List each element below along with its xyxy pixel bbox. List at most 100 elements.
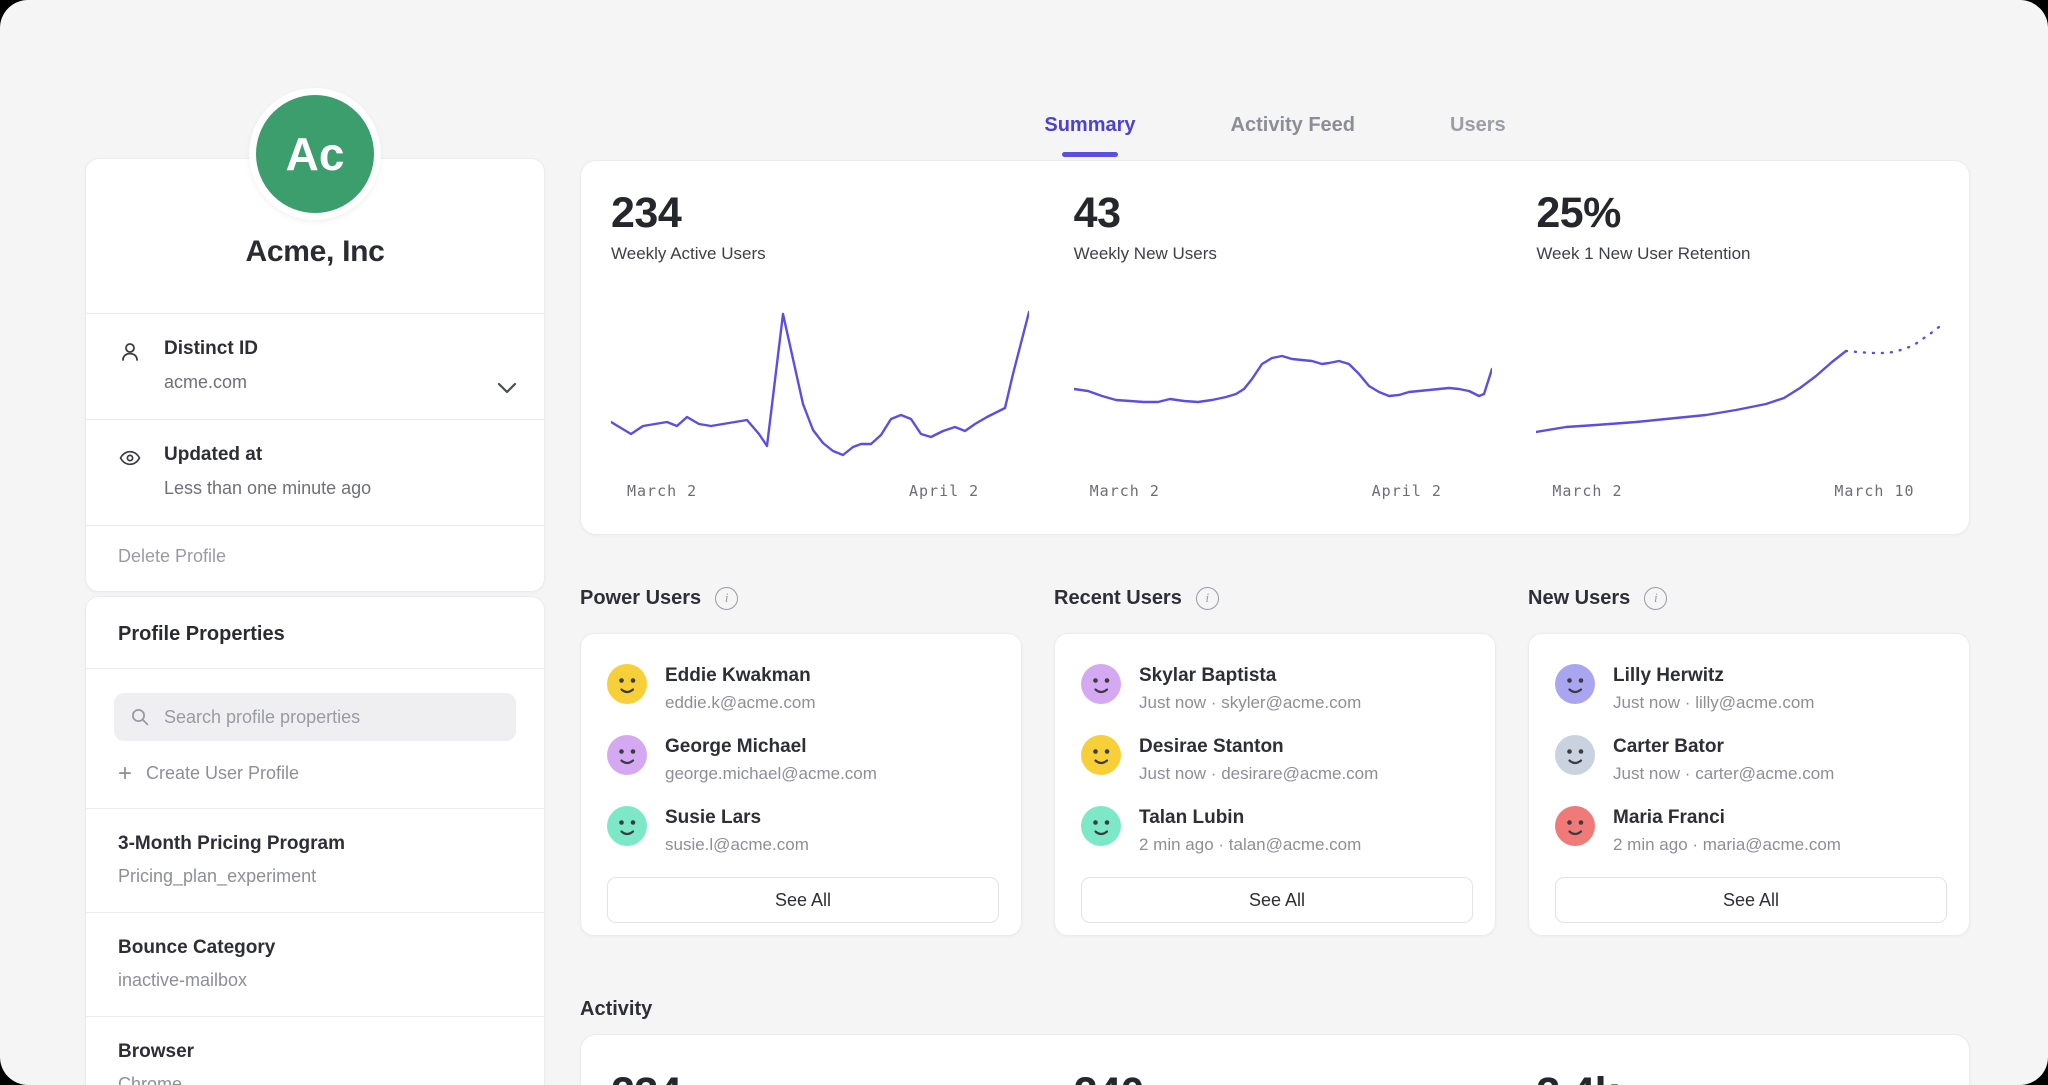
activity-card: 234 240 3.4k: [580, 1034, 1970, 1085]
x-axis-tick: March 10: [1834, 482, 1914, 500]
activity-value: 234: [611, 1071, 1044, 1085]
user-name: Talan Lubin: [1139, 807, 1361, 829]
stat-value: 25%: [1536, 191, 1969, 236]
user-name: Desirae Stanton: [1139, 736, 1378, 758]
sparkline-line: [1536, 351, 1846, 432]
property-name: 3-Month Pricing Program: [118, 833, 512, 855]
stat-value: 43: [1074, 191, 1507, 236]
field-value: acme.com: [164, 372, 258, 393]
see-all-button[interactable]: See All: [1555, 877, 1947, 923]
tab-users[interactable]: Users: [1450, 114, 1506, 151]
user-detail: Just now · carter@acme.com: [1613, 764, 1834, 784]
user-row[interactable]: Eddie Kwakman eddie.k@acme.com: [607, 664, 999, 713]
user-detail: Just now · lilly@acme.com: [1613, 693, 1814, 713]
list-title: Recent Users: [1054, 587, 1182, 610]
field-value: Less than one minute ago: [164, 478, 371, 499]
list-heading: Power Users i: [580, 580, 1022, 616]
user-text: George Michael george.michael@acme.com: [665, 735, 877, 784]
create-user-profile-label: Create User Profile: [146, 763, 299, 784]
field-text: Updated at Less than one minute ago: [164, 444, 371, 499]
x-axis-labels: March 2 April 2: [611, 482, 1029, 502]
x-axis-tick: April 2: [909, 482, 979, 500]
x-axis-labels: March 2 April 2: [1074, 482, 1492, 502]
sparkline-projected-line: [1846, 323, 1944, 353]
property-value: Chrome: [118, 1074, 512, 1085]
see-all-button[interactable]: See All: [1081, 877, 1473, 923]
activity-value: 240: [1074, 1071, 1507, 1085]
stat-label: Weekly Active Users: [611, 244, 1044, 264]
activity-title: Activity: [580, 998, 652, 1021]
profile-properties-card: Profile Properties + Create User Profile…: [85, 596, 545, 1085]
user-row[interactable]: Talan Lubin 2 min ago · talan@acme.com: [1081, 806, 1473, 855]
stat-label: Week 1 New User Retention: [1536, 244, 1969, 264]
sparkline-week1-retention: [1536, 304, 1954, 474]
recent-users-card: Skylar Baptista Just now · skyler@acme.c…: [1054, 633, 1496, 936]
user-detail: 2 min ago · maria@acme.com: [1613, 835, 1841, 855]
activity-stat: 3.4k: [1506, 1071, 1969, 1085]
tab-activity-feed[interactable]: Activity Feed: [1231, 114, 1355, 151]
user-row[interactable]: Susie Lars susie.l@acme.com: [607, 806, 999, 855]
user-avatar: [1555, 806, 1595, 846]
sparkline-line: [611, 312, 1029, 455]
company-profile-card: Acme, Inc Distinct ID acme.com Updated a…: [85, 158, 545, 592]
x-axis-labels: March 2 March 10: [1536, 482, 1954, 502]
chevron-down-icon[interactable]: [496, 381, 518, 395]
property-value: inactive-mailbox: [118, 970, 512, 991]
user-detail: Just now · desirare@acme.com: [1139, 764, 1378, 784]
delete-profile-button[interactable]: Delete Profile: [86, 525, 544, 591]
main-tabs: Summary Activity Feed Users: [580, 114, 1970, 151]
user-detail: eddie.k@acme.com: [665, 693, 816, 713]
user-detail: 2 min ago · talan@acme.com: [1139, 835, 1361, 855]
list-heading: Recent Users i: [1054, 580, 1496, 616]
user-row[interactable]: George Michael george.michael@acme.com: [607, 735, 999, 784]
user-row[interactable]: Maria Franci 2 min ago · maria@acme.com: [1555, 806, 1947, 855]
see-all-button[interactable]: See All: [607, 877, 999, 923]
info-icon[interactable]: i: [1644, 587, 1667, 610]
user-name: Skylar Baptista: [1139, 665, 1361, 687]
info-icon[interactable]: i: [1196, 587, 1219, 610]
user-row[interactable]: Desirae Stanton Just now · desirare@acme…: [1081, 735, 1473, 784]
user-name: George Michael: [665, 736, 877, 758]
user-row[interactable]: Lilly Herwitz Just now · lilly@acme.com: [1555, 664, 1947, 713]
user-avatar: [607, 806, 647, 846]
x-axis-tick: March 2: [627, 482, 697, 500]
user-avatar: [1081, 806, 1121, 846]
stat-weekly-new-users: 43 Weekly New Users March 2 April 2: [1044, 191, 1507, 534]
info-icon[interactable]: i: [715, 587, 738, 610]
search-icon: [130, 707, 150, 727]
user-avatar: [1555, 664, 1595, 704]
x-axis-tick: March 2: [1552, 482, 1622, 500]
user-detail: Just now · skyler@acme.com: [1139, 693, 1361, 713]
user-name: Carter Bator: [1613, 736, 1834, 758]
recent-users-section: Recent Users i Skylar Baptista Just now …: [1054, 580, 1496, 936]
property-row[interactable]: Browser Chrome: [86, 1016, 544, 1085]
property-row[interactable]: 3-Month Pricing Program Pricing_plan_exp…: [86, 808, 544, 912]
stat-label: Weekly New Users: [1074, 244, 1507, 264]
person-icon: [118, 340, 142, 364]
user-row[interactable]: Skylar Baptista Just now · skyler@acme.c…: [1081, 664, 1473, 713]
stat-weekly-active-users: 234 Weekly Active Users March 2 April 2: [581, 191, 1044, 534]
property-row[interactable]: Bounce Category inactive-mailbox: [86, 912, 544, 1016]
user-text: Carter Bator Just now · carter@acme.com: [1613, 735, 1834, 784]
user-name: Eddie Kwakman: [665, 665, 816, 687]
company-avatar: Ac: [249, 88, 381, 220]
new-users-card: Lilly Herwitz Just now · lilly@acme.com …: [1528, 633, 1970, 936]
user-text: Talan Lubin 2 min ago · talan@acme.com: [1139, 806, 1361, 855]
sparkline-weekly-new-users: [1074, 304, 1492, 474]
create-user-profile-button[interactable]: + Create User Profile: [118, 763, 512, 784]
user-text: Skylar Baptista Just now · skyler@acme.c…: [1139, 664, 1361, 713]
user-name: Maria Franci: [1613, 807, 1841, 829]
new-users-section: New Users i Lilly Herwitz Just now · lil…: [1528, 580, 1970, 936]
x-axis-tick: March 2: [1090, 482, 1160, 500]
search-input[interactable]: [162, 706, 500, 729]
summary-card: 234 Weekly Active Users March 2 April 2 …: [580, 160, 1970, 535]
tab-summary[interactable]: Summary: [1044, 114, 1135, 151]
user-row[interactable]: Carter Bator Just now · carter@acme.com: [1555, 735, 1947, 784]
eye-icon: [118, 446, 142, 470]
user-text: Susie Lars susie.l@acme.com: [665, 806, 809, 855]
activity-value: 3.4k: [1536, 1071, 1969, 1085]
user-avatar: [1555, 735, 1595, 775]
field-text: Distinct ID acme.com: [164, 338, 258, 393]
user-detail: george.michael@acme.com: [665, 764, 877, 784]
user-avatar: [607, 735, 647, 775]
